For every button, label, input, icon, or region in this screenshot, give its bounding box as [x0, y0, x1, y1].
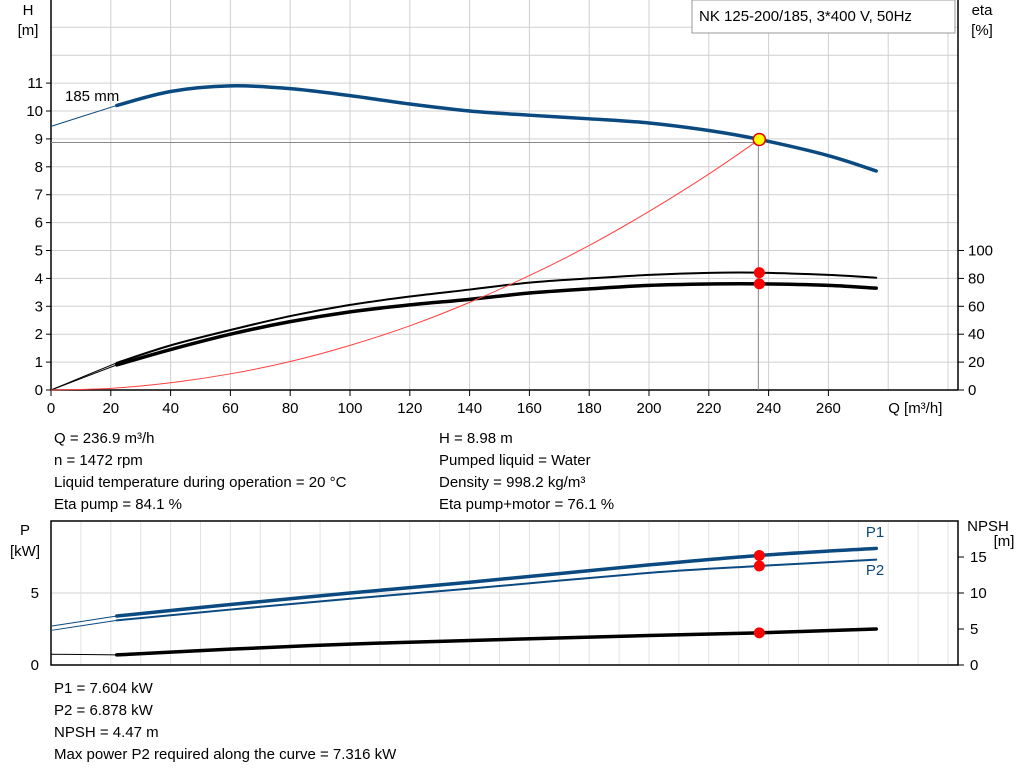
- h-tick-label: 10: [26, 103, 43, 120]
- h-tick-label: 1: [35, 354, 43, 371]
- npsh-marker: [753, 627, 765, 639]
- h-tick-label: 2: [35, 326, 43, 343]
- head-curve-extrapolated: [50, 104, 117, 127]
- system-curve: [50, 139, 760, 391]
- info-liquid: Pumped liquid = Water: [439, 452, 591, 469]
- q-tick-label: 60: [222, 400, 239, 417]
- h-tick-label: 3: [35, 298, 43, 315]
- p1-label: P1: [866, 524, 884, 541]
- eta-pump-motor-curve-extrapolated: [50, 364, 117, 391]
- title-box: [691, 0, 956, 34]
- eta-pump-marker: [753, 267, 765, 279]
- eta-tick-label: 0: [968, 382, 976, 399]
- q-tick-label: 40: [162, 400, 179, 417]
- q-tick-label: 200: [636, 400, 661, 417]
- p2-label: P2: [866, 562, 884, 579]
- eta-axis-label: eta: [972, 2, 994, 19]
- h-tick-label: 6: [35, 215, 43, 232]
- info-npsh: NPSH = 4.47 m: [54, 724, 159, 741]
- npsh-curve-extrapolated: [50, 653, 117, 656]
- p2-curve-extrapolated: [50, 619, 117, 631]
- npsh-axis-label: NPSH: [967, 518, 1009, 535]
- h-tick-label: 8: [35, 159, 43, 176]
- eta-tick-label: 80: [968, 270, 985, 287]
- p-axis-label: P: [20, 522, 30, 539]
- eta-unit-label: [%]: [971, 22, 993, 39]
- info-density: Density = 998.2 kg/m³: [439, 474, 586, 491]
- info-h: H = 8.98 m: [439, 430, 513, 447]
- q-tick-label: 140: [457, 400, 482, 417]
- info-eta-pump: Eta pump = 84.1 %: [54, 496, 182, 513]
- npsh-unit-label: [m]: [994, 533, 1015, 550]
- q-tick-label: 180: [577, 400, 602, 417]
- p-tick-label: 5: [31, 585, 39, 602]
- q-tick-label: 260: [816, 400, 841, 417]
- info-p1: P1 = 7.604 kW: [54, 680, 153, 697]
- q-axis-label: Q [m³/h]: [888, 400, 942, 417]
- q-tick-label: 120: [397, 400, 422, 417]
- eta-tick-label: 100: [968, 243, 993, 260]
- npsh-tick-label: 15: [970, 549, 987, 566]
- p-tick-label: 0: [31, 657, 39, 674]
- eta-tick-label: 20: [968, 354, 985, 371]
- eta-tick-label: 40: [968, 326, 985, 343]
- h-tick-label: 4: [35, 270, 43, 287]
- info-temp: Liquid temperature during operation = 20…: [54, 474, 347, 491]
- npsh-tick-label: 0: [970, 657, 978, 674]
- info-p2: P2 = 6.878 kW: [54, 702, 153, 719]
- p2-marker: [753, 560, 765, 572]
- h-unit-label: [m]: [18, 22, 39, 39]
- eta-tick-label: 60: [968, 298, 985, 315]
- impeller-diameter-label: 185 mm: [65, 88, 119, 105]
- info-n: n = 1472 rpm: [54, 452, 143, 469]
- h-tick-label: 9: [35, 131, 43, 148]
- npsh-tick-label: 10: [970, 585, 987, 602]
- q-tick-label: 20: [102, 400, 119, 417]
- p-unit-label: [kW]: [10, 543, 40, 560]
- q-tick-label: 100: [337, 400, 362, 417]
- npsh-tick-label: 5: [970, 621, 978, 638]
- info-max-p2: Max power P2 required along the curve = …: [54, 746, 397, 763]
- title-box-text: NK 125-200/185, 3*400 V, 50Hz: [699, 8, 912, 25]
- q-tick-label: 220: [696, 400, 721, 417]
- p1-curve-extrapolated: [50, 615, 117, 627]
- eta-pump-motor-marker: [753, 278, 765, 290]
- q-tick-label: 80: [282, 400, 299, 417]
- info-eta-pump-motor: Eta pump+motor = 76.1 %: [439, 496, 615, 513]
- q-tick-label: 160: [517, 400, 542, 417]
- q-tick-label: 0: [47, 400, 55, 417]
- q-tick-label: 240: [756, 400, 781, 417]
- info-q: Q = 236.9 m³/h: [54, 430, 155, 447]
- h-tick-label: 11: [27, 75, 43, 92]
- h-tick-label: 5: [35, 243, 43, 260]
- h-tick-label: 7: [35, 187, 43, 204]
- p1-marker: [753, 550, 765, 562]
- h-tick-label: 0: [35, 382, 43, 399]
- duty-point-marker: [752, 132, 767, 147]
- h-axis-label: H: [23, 2, 34, 19]
